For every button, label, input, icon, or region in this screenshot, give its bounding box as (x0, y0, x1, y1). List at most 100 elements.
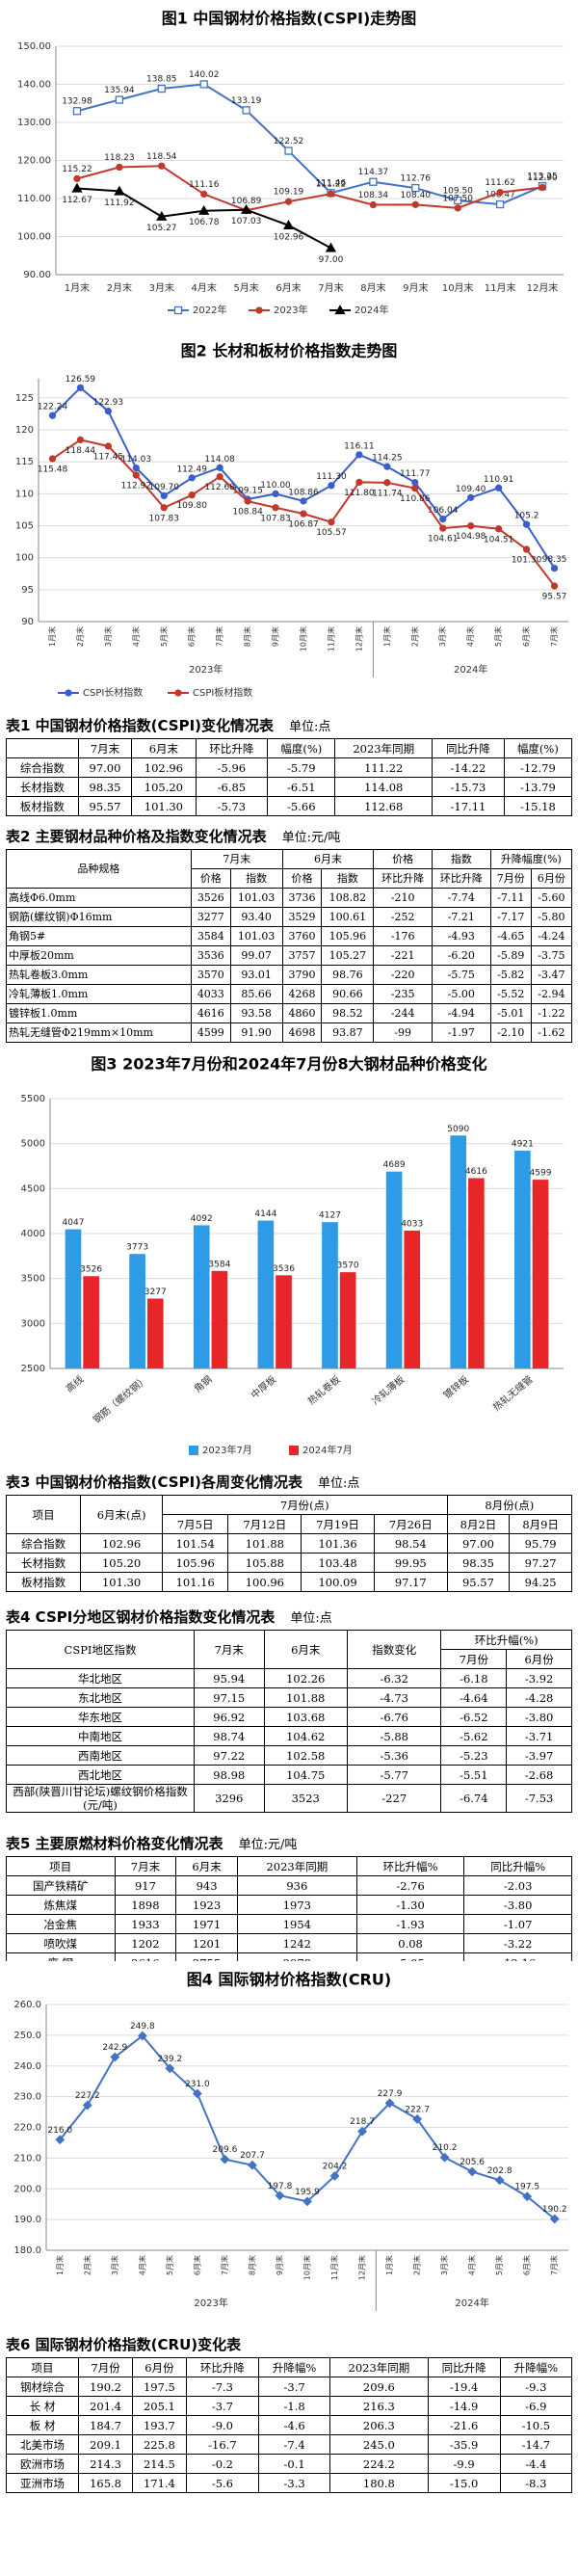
marker (454, 196, 462, 205)
table-cell: 95.94 (194, 1668, 265, 1688)
marker (369, 200, 378, 209)
x-tick-label: 2月末 (82, 2255, 92, 2275)
row-label: 炼焦煤 (6, 1895, 116, 1915)
bar (276, 1275, 292, 1368)
table-cell: -7.17 (489, 907, 532, 927)
marker (383, 479, 391, 487)
marker (494, 525, 503, 533)
table-row: 综合指数 97.00 102.96 -5.96 -5.79 111.22 -14.22 -12… (6, 757, 573, 778)
header-cell: 8月2日 (446, 1514, 511, 1534)
table-block: 表1 中国钢材价格指数(CSPI)变化情况表 单位:点 7月末 6月末 环比升降 幅度(%… (0, 708, 578, 819)
data-label: 4689 (383, 1160, 406, 1170)
table-cell: -1.07 (463, 1914, 572, 1934)
table-cell: -5.60 (530, 888, 573, 908)
table-unit: 单位:元/吨 (281, 831, 341, 845)
marker (76, 384, 85, 392)
x-tick-label: 4月末 (192, 281, 217, 294)
table-cell: 101.16 (161, 1572, 229, 1592)
marker (412, 2113, 423, 2124)
data-label: 3570 (337, 1261, 359, 1271)
data-label: 111.62 (485, 178, 515, 188)
table-cell: 98.98 (194, 1765, 265, 1785)
marker (325, 242, 337, 252)
marker (115, 95, 124, 104)
x-tick-label: 5月末 (165, 2255, 174, 2275)
header-cell: 6月份 (131, 2357, 187, 2377)
header-cell: 价格 (190, 868, 231, 889)
data-label: 109.70 (149, 483, 180, 492)
y-tick-label: 5500 (21, 1094, 45, 1104)
x-tick-label: 5月末 (493, 626, 503, 647)
row-label: 长材指数 (5, 1553, 82, 1573)
table-cell: 214.3 (78, 2454, 133, 2474)
data-label: 209.6 (213, 2145, 238, 2155)
row-label: 板材指数 (5, 1572, 82, 1592)
table-cell: 105.88 (227, 1553, 302, 1573)
data-label: 104.98 (456, 532, 486, 542)
table-cell: 4033 (190, 984, 231, 1004)
table-cell: 93.58 (229, 1003, 283, 1023)
marker (192, 2088, 202, 2099)
header-cell: 7月19日 (301, 1514, 375, 1534)
bar (257, 1220, 275, 1368)
table-title: 表3 中国钢材价格指数(CSPI)各周变化情况表 (6, 1474, 303, 1491)
table-row: 西北地区 98.98 104.75 -5.77 -5.51 -2.68 (6, 1765, 572, 1785)
table-cell: -7.53 (506, 1784, 572, 1813)
marker (114, 185, 125, 196)
marker (549, 2214, 560, 2224)
x-tick-label: 中厚板 (249, 1373, 278, 1401)
table-row: 长 材 201.4 205.1 -3.7 -1.8 216.3 -14.9 -6.9 (5, 2396, 573, 2416)
data-label: 4616 (465, 1167, 487, 1177)
row-label: 华北地区 (6, 1668, 195, 1688)
table-row: 板 材 184.7 193.7 -9.0 -4.6 206.3 -21.6 -10.5 (5, 2415, 573, 2435)
table-cell: 102.58 (263, 1745, 348, 1766)
chart-title: 图3 2023年7月份和2024年7月份8大钢材品种价格变化 (91, 1055, 486, 1074)
series-line (76, 165, 543, 212)
table-cell: -3.22 (463, 1933, 572, 1953)
table-cell: -5.23 (440, 1745, 508, 1766)
header-cell: 6月末 (263, 1630, 348, 1669)
row-label: 热轧卷板3.0mm (6, 965, 192, 985)
x-tick-label: 5月末 (494, 2255, 504, 2275)
header-cell: 项目 (5, 1495, 82, 1534)
table-cell: -4.93 (432, 926, 491, 946)
data-label: 107.83 (149, 514, 180, 523)
table-cell: 102.26 (263, 1668, 348, 1688)
data-label: 122.24 (38, 403, 68, 412)
legend-label: 2024年7月 (302, 1444, 353, 1456)
table-cell: 105.20 (131, 777, 197, 797)
table-cell: 943 (175, 1875, 238, 1896)
marker (72, 107, 82, 116)
marker (82, 2100, 92, 2111)
row-label: 国产铁精矿 (6, 1875, 116, 1896)
table-cell: -7.21 (432, 907, 491, 927)
x-tick-label: 1月末 (384, 2255, 394, 2275)
table-row: 废 钢261627552978-5.05-12.16 (6, 1952, 572, 1961)
table-cell: 95.57 (446, 1572, 511, 1592)
row-label: 中南地区 (6, 1726, 195, 1746)
figure-2: 图2 长材和板材价格指数走势图 90 95 100 105 110 115 120 125 1月末… (0, 332, 578, 708)
table-cell: 165.8 (78, 2473, 133, 2493)
table-row: 冷轧薄板1.0mm 4033 85.66 4268 90.66 -235 -5.00 -5.5… (6, 984, 573, 1004)
data-label: 4047 (63, 1218, 85, 1228)
legend-label: CSPI板材指数 (193, 686, 252, 699)
marker (284, 198, 293, 205)
x-tick-label: 热轧无缝管 (490, 1373, 536, 1414)
table-cell: 0.08 (355, 1933, 465, 1953)
data-label: 112.67 (62, 196, 92, 205)
table-cell: -5.77 (346, 1765, 442, 1785)
header-cell: 项目 (5, 2357, 80, 2377)
table-cell: -220 (373, 965, 433, 985)
table-cell: -7.4 (257, 2434, 331, 2455)
data-label: 4092 (191, 1214, 213, 1224)
bar (450, 1135, 467, 1368)
y-tick-label: 125 (15, 393, 34, 404)
table-cell: -244 (373, 1003, 433, 1023)
header-cell: 7月份 (489, 868, 532, 889)
table-cell: 1954 (236, 1914, 357, 1934)
table-row: 华北地区 95.94 102.26 -6.32 -6.18 -3.92 (6, 1668, 572, 1688)
table-cell: 94.25 (509, 1572, 572, 1592)
data-label: 111.22 (316, 180, 347, 190)
table-cell: -8.3 (499, 2473, 573, 2493)
data-label: 98.35 (542, 555, 567, 565)
